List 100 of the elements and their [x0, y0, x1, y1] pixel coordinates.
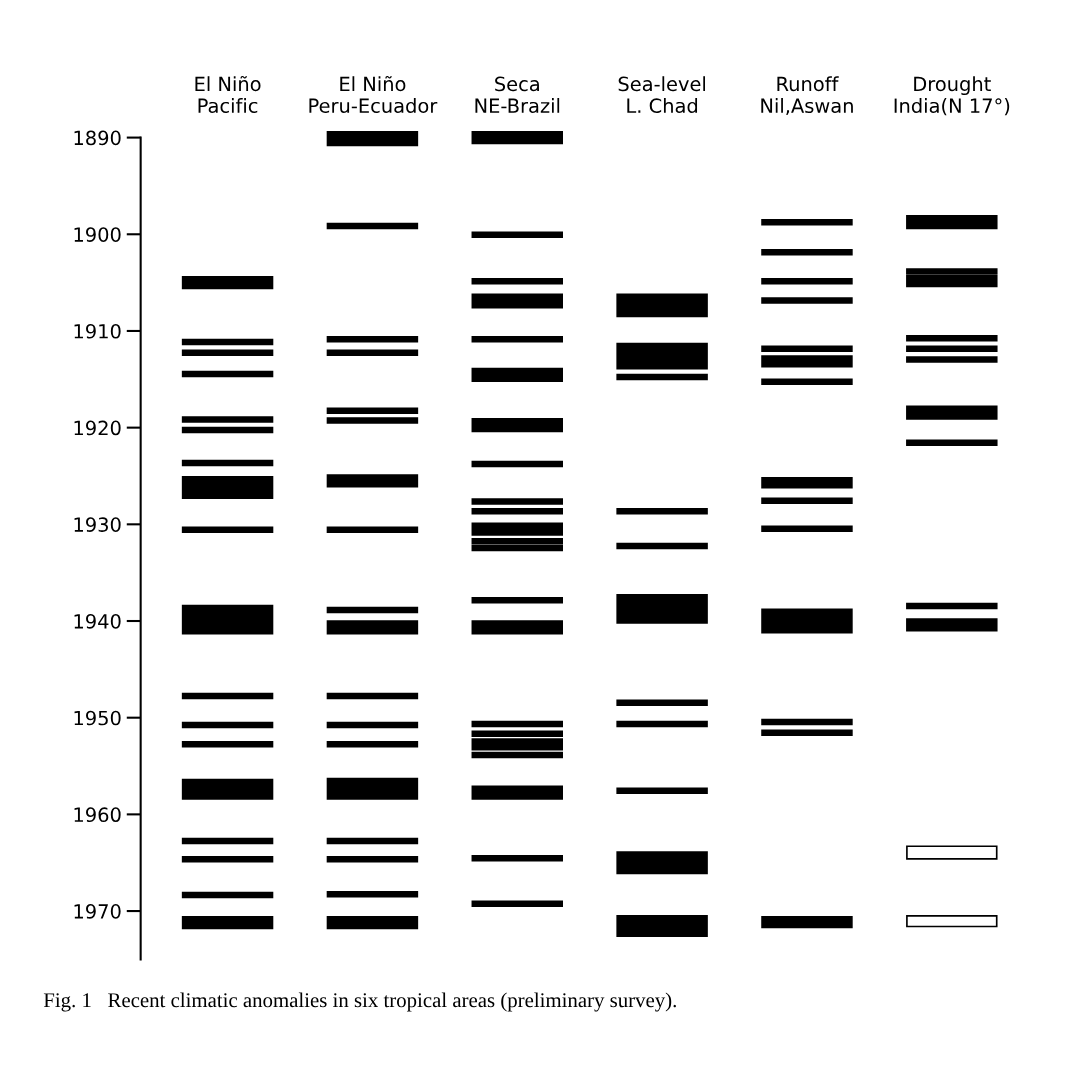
- bar: [471, 522, 564, 536]
- bar: [616, 373, 708, 381]
- bar: [181, 338, 274, 346]
- bar: [471, 900, 564, 908]
- y-tick-label: 1960: [74, 807, 121, 823]
- bar: [326, 741, 419, 748]
- x-tick-label: Sea-level L. Chad: [618, 76, 706, 114]
- x-tick-label: Seca NE-Brazil: [475, 76, 560, 114]
- bar: [761, 297, 853, 304]
- bar: [616, 594, 708, 624]
- bar: [616, 508, 708, 515]
- bar: [906, 602, 998, 610]
- bar: [906, 405, 998, 420]
- x-tick-label: Runoff Nil,Aswan: [761, 76, 853, 116]
- bar: [326, 606, 419, 614]
- bar: [326, 837, 419, 845]
- bar: [181, 370, 274, 378]
- bar: [181, 916, 274, 930]
- bar: [471, 498, 564, 505]
- bar: [616, 342, 708, 370]
- bar: [761, 248, 853, 256]
- bar: [761, 277, 853, 285]
- bar: [326, 474, 419, 488]
- x-tick-label: El Niño Peru-Ecuador: [309, 75, 438, 114]
- bar: [326, 916, 419, 930]
- bar: [181, 604, 274, 635]
- bar: [326, 130, 419, 147]
- bar: [761, 477, 853, 489]
- y-tick-label: 1940: [74, 613, 121, 629]
- bar: [181, 778, 274, 800]
- bar: [471, 460, 564, 468]
- bar: [906, 915, 998, 928]
- bar: [326, 335, 419, 343]
- y-tick-label: 1900: [74, 227, 121, 242]
- bar: [761, 916, 853, 929]
- bar: [761, 497, 853, 504]
- bar: [616, 915, 708, 938]
- bar: [326, 620, 419, 635]
- bar: [471, 855, 564, 862]
- bar: [471, 277, 564, 285]
- bar: [616, 720, 708, 728]
- bar: [326, 890, 419, 898]
- bar: [471, 596, 564, 604]
- bar: [181, 349, 274, 356]
- bar: [471, 751, 564, 759]
- bar: [761, 608, 853, 634]
- bar: [761, 525, 853, 532]
- bar: [326, 417, 419, 424]
- bar: [471, 130, 564, 145]
- bar: [761, 355, 853, 368]
- bar: [471, 620, 564, 635]
- bar: [471, 293, 564, 309]
- bar: [906, 618, 998, 632]
- bar: [181, 275, 274, 290]
- bar: [761, 729, 853, 736]
- y-tick-label: 1890: [74, 130, 121, 146]
- bar: [181, 721, 274, 729]
- bar: [616, 787, 708, 794]
- y-tick-label: 1910: [74, 323, 121, 339]
- bar: [181, 692, 274, 700]
- bar: [761, 345, 853, 353]
- bar: [326, 526, 419, 533]
- y-tick-label: 1950: [74, 710, 121, 726]
- bar: [471, 367, 564, 383]
- bar: [181, 837, 274, 845]
- bar: [326, 692, 419, 700]
- bar: [906, 845, 998, 860]
- bar: [471, 720, 564, 728]
- x-tick-label: El Niño Pacific: [195, 75, 261, 114]
- bar: [471, 231, 564, 239]
- bar: [906, 356, 998, 363]
- bar: [761, 718, 853, 726]
- bar: [471, 335, 564, 343]
- bar: [471, 508, 564, 515]
- bar: [616, 293, 708, 318]
- bar: [906, 334, 998, 342]
- y-tick-label: 1920: [74, 420, 121, 436]
- bar: [181, 856, 274, 863]
- bar: [181, 891, 274, 899]
- bar: [906, 345, 998, 353]
- bar: [326, 222, 419, 230]
- bar: [181, 416, 274, 423]
- bar: [761, 378, 853, 385]
- bar: [326, 856, 419, 863]
- bar: [616, 699, 708, 706]
- bar: [181, 526, 274, 533]
- bar: [906, 215, 998, 230]
- bar: [616, 851, 708, 875]
- bar: [326, 777, 419, 800]
- bar: [471, 785, 564, 800]
- bar: [471, 418, 564, 433]
- bar: [326, 721, 419, 729]
- caption: Fig. 1 Recent climatic anomalies in six tropical areas (preliminary survey).: [43, 992, 676, 1012]
- bar: [181, 459, 274, 467]
- x-tick-label: Drought India(N 17°): [894, 76, 1010, 116]
- bar: [761, 218, 853, 226]
- bar: [326, 349, 419, 356]
- bar: [326, 407, 419, 414]
- bar: [906, 439, 998, 446]
- bar: [181, 476, 274, 500]
